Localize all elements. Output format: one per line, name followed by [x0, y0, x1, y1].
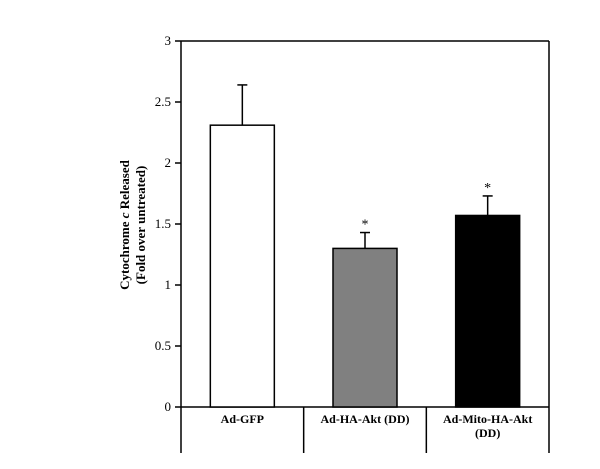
y-tick-label: 0.5	[155, 338, 171, 353]
x-category-label: Ad-Mito-HA-Akt	[443, 412, 532, 426]
bar	[454, 214, 521, 408]
x-category-label: (DD)	[475, 426, 500, 440]
y-tick-label: 3	[165, 33, 172, 48]
y-axis-label-line1: Cytochrome c Released	[117, 159, 132, 290]
y-tick-label: 2.5	[155, 94, 171, 109]
y-ticks-group: 0 0.5 1 1.5 2 2.5 3	[155, 33, 181, 414]
bar	[332, 247, 398, 408]
y-tick-label: 2	[165, 155, 172, 170]
significance-marker: *	[362, 218, 369, 233]
error-bars-group	[237, 84, 493, 249]
x-category-label: Ad-HA-Akt (DD)	[321, 412, 410, 426]
y-tick-label: 1.5	[155, 216, 171, 231]
y-tick-label: 1	[165, 277, 172, 292]
x-category-label: Ad-GFP	[221, 412, 264, 426]
x-categories-group: Ad-GFP Ad-HA-Akt (DD) Ad-Mito-HA-Akt(DD)	[221, 412, 533, 440]
annotations-group: **	[362, 181, 492, 233]
bar	[209, 124, 276, 408]
bars-group	[209, 124, 521, 408]
y-tick-label: 0	[165, 399, 172, 414]
y-axis-label-group: Cytochrome c Released (Fold over untreat…	[117, 159, 148, 290]
significance-marker: *	[484, 181, 491, 196]
y-axis-label-line2: (Fold over untreated)	[133, 166, 148, 285]
